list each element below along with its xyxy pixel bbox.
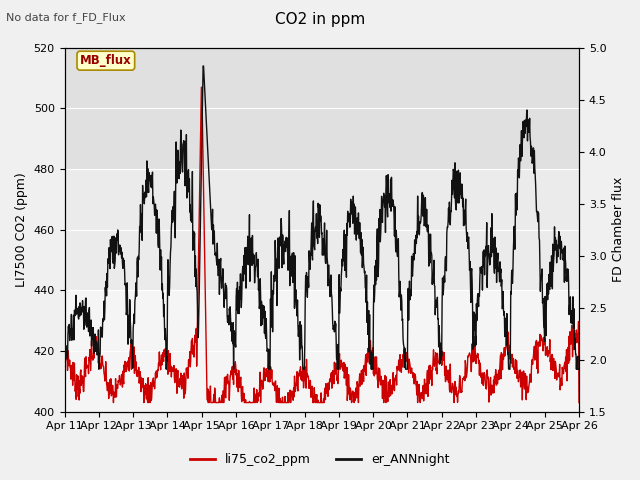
Y-axis label: LI7500 CO2 (ppm): LI7500 CO2 (ppm) (15, 172, 28, 287)
Legend: li75_co2_ppm, er_ANNnight: li75_co2_ppm, er_ANNnight (186, 448, 454, 471)
Bar (65, 169, 579, 290)
Y-axis label: FD Chamber flux: FD Chamber flux (612, 177, 625, 282)
Text: No data for f_FD_Flux: No data for f_FD_Flux (6, 12, 126, 23)
Text: CO2 in ppm: CO2 in ppm (275, 12, 365, 27)
Bar (65, 48, 579, 169)
Text: MB_flux: MB_flux (80, 54, 132, 67)
